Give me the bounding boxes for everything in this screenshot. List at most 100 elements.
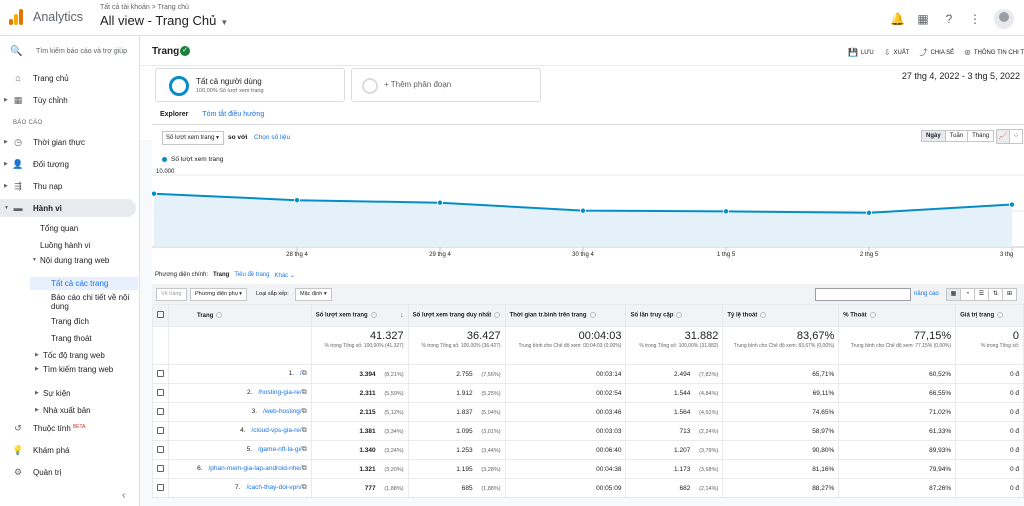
motion-chart-icon[interactable]: ⁘ <box>1009 129 1023 144</box>
col-header-unique-pageviews[interactable]: Số lượt xem trang duy nhất <box>407 304 506 327</box>
pick-metric-link[interactable]: Chọn số liệu <box>254 134 291 141</box>
save-button[interactable]: 💾 LƯU <box>848 47 874 58</box>
sidebar-item-admin[interactable]: ⚙ Quản trị <box>0 463 140 481</box>
line-chart-icon[interactable]: 📈 <box>996 129 1010 144</box>
page-link[interactable]: / <box>299 370 302 377</box>
open-external-icon[interactable]: ⧉ <box>301 389 307 396</box>
date-range-picker[interactable]: 27 thg 4, 2022 - 3 thg 5, 2022 <box>901 71 1020 81</box>
row-checkbox[interactable] <box>157 464 164 472</box>
col-header-pageviews[interactable]: Số lượt xem trang ↓ <box>310 304 409 327</box>
page-link[interactable]: /cloud-vps-gia-re/ <box>251 427 302 434</box>
page-link[interactable]: /cach-thay-doi-vpn/ <box>246 484 302 491</box>
page-link[interactable]: /web-hosting/ <box>263 408 302 415</box>
table-row[interactable]: 7. /cach-thay-doi-vpn/⧉ 777 (1,88%) 685 (1,88… <box>152 478 1024 498</box>
collapse-sidebar-icon[interactable]: ‹ <box>122 490 126 501</box>
col-header-avg-time[interactable]: Thời gian tr.bình trên trang <box>504 304 627 327</box>
open-external-icon[interactable]: ⧉ <box>301 427 307 434</box>
table-row[interactable]: 6. /phan-mem-gia-lap-android-nhe/⧉ 1.321 (3… <box>152 459 1024 479</box>
col-header-exit-rate[interactable]: % Thoát <box>838 304 957 327</box>
row-checkbox[interactable] <box>157 388 164 396</box>
metric-select[interactable]: Số lượt xem trang ▼ <box>162 131 224 145</box>
dimension-other[interactable]: Khác ⌄ <box>274 272 294 279</box>
sidebar-item-content-drilldown[interactable]: Báo cáo chi tiết về nội dung <box>51 293 130 311</box>
sidebar-item-attribution[interactable]: ↺ Thuộc tính BETA <box>0 419 140 437</box>
sidebar-item-all-pages[interactable]: Tất cả các trang <box>30 277 138 290</box>
sidebar-item-customize[interactable]: ▶ ▦ Tùy chỉnh <box>0 91 140 109</box>
sidebar-item-acquisition[interactable]: ▶ ⇶ Thu nạp <box>0 177 140 195</box>
page-link[interactable]: /hosting-gia-re/ <box>258 389 302 396</box>
col-header-page[interactable]: Trang <box>168 304 312 327</box>
col-header-entrances[interactable]: Số lần truy cập <box>625 304 724 327</box>
share-button[interactable]: ⤴ CHIA SẺ <box>919 47 954 58</box>
help-icon[interactable] <box>997 312 1004 319</box>
insights-button[interactable]: ⊛ THÔNG TIN CHI T <box>964 47 1024 58</box>
open-external-icon[interactable]: ⧉ <box>301 370 307 377</box>
sidebar-item-behavior[interactable]: ▼ ▬ Hành vi <box>0 199 136 217</box>
col-header-bounce-rate[interactable]: Tỷ lệ thoát <box>722 304 840 327</box>
segment-all-users[interactable]: Tất cả người dùng 100,00% Số lượt xem tr… <box>155 68 345 102</box>
sidebar-item-site-search[interactable]: ▶ Tìm kiếm trang web <box>35 365 123 374</box>
sidebar-item-overview[interactable]: Tổng quan <box>40 224 79 233</box>
sidebar-item-publisher[interactable]: ▶ Nhà xuất bản <box>35 406 133 415</box>
analytics-logo-icon[interactable] <box>9 9 23 25</box>
avatar[interactable] <box>994 9 1014 29</box>
view-selector[interactable]: All view - Trang Chủ ▼ <box>100 13 228 28</box>
pie-view-icon[interactable]: ◔ <box>960 288 975 301</box>
bell-icon[interactable]: 🔔 <box>890 12 905 26</box>
row-checkbox[interactable] <box>157 407 164 415</box>
help-icon[interactable] <box>216 312 223 319</box>
table-row[interactable]: 2. /hosting-gia-re/⧉ 2.311 (5,59%) 1.912 (5,2… <box>152 383 1024 403</box>
more-vert-icon[interactable]: ⋮ <box>969 12 981 26</box>
help-icon[interactable] <box>589 312 596 319</box>
granularity-day-button[interactable]: Ngày <box>921 130 946 142</box>
row-checkbox[interactable] <box>157 369 164 377</box>
open-external-icon[interactable]: ⧉ <box>301 465 307 472</box>
table-row[interactable]: 1. / ⧉ 3.394 (8,21%) 2.755 (7,56%) 00:03:14 2.49… <box>152 364 1024 384</box>
sidebar-item-discover[interactable]: 💡 Khám phá <box>0 441 140 459</box>
help-icon[interactable] <box>676 312 683 319</box>
sidebar-item-home[interactable]: ⌂ Trang chủ <box>0 69 140 87</box>
page-link[interactable]: /phan-mem-gia-lap-android-nhe/ <box>208 465 302 472</box>
help-icon[interactable] <box>494 312 501 319</box>
granularity-month-button[interactable]: Tháng <box>967 130 995 142</box>
table-row[interactable]: 3. /web-hosting/⧉ 2.115 (5,12%) 1.837 (5,04%)… <box>152 402 1024 422</box>
sidebar-item-flow[interactable]: Luồng hành vi <box>40 241 91 250</box>
help-icon[interactable] <box>869 312 876 319</box>
col-header-page-value[interactable]: Giá trị trang <box>955 304 1024 327</box>
export-button[interactable]: ⇩ XUẤT <box>884 47 910 58</box>
open-external-icon[interactable]: ⧉ <box>301 484 307 491</box>
dimension-page[interactable]: Trang <box>213 272 230 278</box>
open-external-icon[interactable]: ⧉ <box>301 408 307 415</box>
help-icon[interactable] <box>370 312 377 319</box>
performance-view-icon[interactable]: ☰ <box>974 288 989 301</box>
granularity-week-button[interactable]: Tuần <box>944 130 969 142</box>
help-icon[interactable] <box>760 312 767 319</box>
add-segment-button[interactable]: + Thêm phân đoạn <box>351 68 541 102</box>
apps-grid-icon[interactable]: ▦ <box>917 12 929 26</box>
sidebar-item-exit-pages[interactable]: Trang thoát <box>51 334 92 343</box>
breadcrumb[interactable]: Tất cả tài khoản > Trang chủ <box>100 4 189 11</box>
secondary-dimension-select[interactable]: Phương diện phụ ▾ <box>190 288 248 301</box>
select-all-checkbox[interactable] <box>157 311 164 318</box>
advanced-filter-link[interactable]: nâng cao <box>914 291 939 297</box>
help-icon[interactable]: ? <box>945 12 953 26</box>
table-row[interactable]: 5. /game-nft-la-gi/⧉ 1.340 (3,24%) 1.253 (3,4… <box>152 440 1024 460</box>
open-external-icon[interactable]: ⧉ <box>301 446 307 453</box>
dimension-page-title[interactable]: Tiêu đề trang <box>234 272 270 278</box>
plot-rows-button[interactable]: Vẽ hàng <box>156 288 187 301</box>
table-search-input[interactable] <box>815 288 911 301</box>
comparison-view-icon[interactable]: ⇅ <box>988 288 1003 301</box>
sidebar-search[interactable]: 🔍 Tìm kiếm báo cáo và trợ giúp <box>10 44 135 58</box>
pivot-view-icon[interactable]: ⊞ <box>1002 288 1017 301</box>
sort-type-select[interactable]: Mặc định ▾ <box>295 288 332 301</box>
sidebar-item-realtime[interactable]: ▶ ◷ Thời gian thực <box>0 133 140 151</box>
table-row[interactable]: 4. /cloud-vps-gia-re/⧉ 1.381 (3,34%) 1.095 (3… <box>152 421 1024 441</box>
page-link[interactable]: /game-nft-la-gi/ <box>258 446 302 453</box>
table-view-icon[interactable]: ▦ <box>946 288 961 301</box>
sidebar-item-events[interactable]: ▶ Sự kiện <box>35 389 133 398</box>
row-checkbox[interactable] <box>157 445 164 453</box>
sidebar-item-site-speed[interactable]: ▶ Tốc độ trang web <box>35 351 133 360</box>
row-checkbox[interactable] <box>157 483 164 491</box>
sidebar-item-audience[interactable]: ▶ 👤 Đối tượng <box>0 155 140 173</box>
